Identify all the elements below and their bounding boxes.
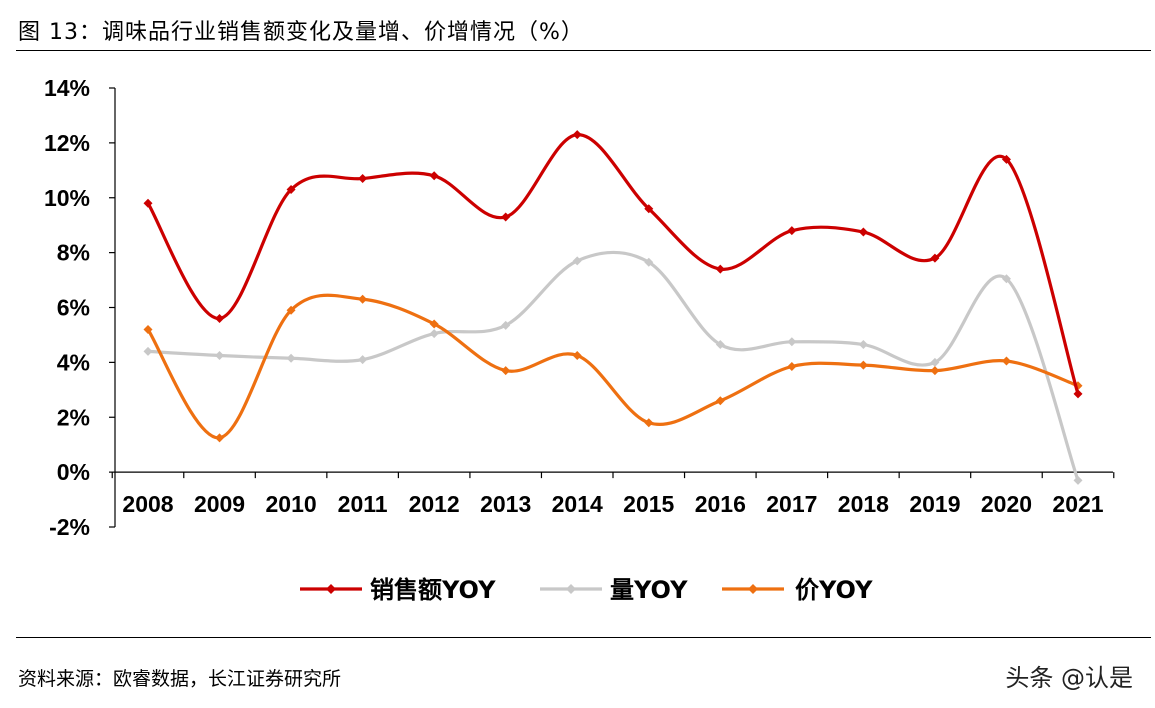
legend-item-price: 价YOY bbox=[722, 576, 873, 604]
x-tick-label: 2016 bbox=[695, 491, 746, 517]
data-point-price bbox=[501, 366, 511, 376]
data-point-volume bbox=[429, 329, 439, 339]
chart-axes: -2% 0% 2% 4% 6% 8% 10% 12% 14% 2008 2009 2010 2011 20… bbox=[44, 75, 1115, 540]
series-line-volume bbox=[147, 250, 1080, 481]
data-point-price bbox=[644, 418, 654, 428]
series-price bbox=[143, 293, 1083, 443]
legend-label: 量YOY bbox=[610, 576, 688, 604]
legend-label: 价YOY bbox=[795, 576, 873, 604]
data-point-price bbox=[286, 305, 296, 315]
data-point-volume bbox=[358, 355, 368, 365]
x-tick-label: 2008 bbox=[122, 491, 173, 517]
y-tick-label: 6% bbox=[57, 295, 90, 321]
series-line-sales bbox=[146, 133, 1080, 395]
series-line-price bbox=[146, 293, 1079, 440]
chart-series bbox=[143, 130, 1083, 485]
data-point-price bbox=[358, 294, 368, 304]
data-point-volume bbox=[644, 257, 654, 267]
data-point-sales bbox=[715, 264, 725, 274]
data-point-sales bbox=[358, 174, 368, 184]
data-point-price bbox=[572, 351, 582, 361]
data-point-price bbox=[429, 319, 439, 329]
data-point-sales bbox=[501, 212, 511, 222]
data-point-sales bbox=[429, 171, 439, 181]
chart-legend: 销售额YOY 量YOY 价YOY bbox=[300, 576, 873, 604]
data-point-price bbox=[215, 433, 225, 443]
x-tick-label: 2010 bbox=[265, 491, 316, 517]
data-point-volume bbox=[501, 320, 511, 330]
data-point-price bbox=[787, 361, 797, 371]
data-point-sales bbox=[1073, 389, 1083, 399]
data-point-sales bbox=[143, 198, 153, 208]
x-tick-label: 2015 bbox=[623, 491, 674, 517]
legend-swatch-marker bbox=[748, 584, 758, 594]
data-point-price bbox=[930, 366, 940, 376]
y-tick-label: 14% bbox=[44, 75, 90, 101]
data-point-sales bbox=[1001, 154, 1011, 164]
data-point-volume bbox=[1073, 475, 1083, 485]
data-point-volume bbox=[286, 353, 296, 363]
x-tick-label: 2013 bbox=[480, 491, 531, 517]
data-point-sales bbox=[787, 226, 797, 236]
source-note: 资料来源：欧睿数据，长江证券研究所 bbox=[18, 668, 342, 690]
legend-label: 销售额YOY bbox=[370, 576, 496, 604]
legend-swatch-marker bbox=[326, 584, 336, 594]
bottom-rule bbox=[16, 637, 1151, 638]
x-tick-label: 2012 bbox=[409, 491, 460, 517]
series-volume bbox=[143, 250, 1083, 485]
data-point-volume bbox=[930, 357, 940, 367]
x-tick-label: 2011 bbox=[338, 491, 388, 517]
series-sales bbox=[143, 130, 1083, 399]
data-point-sales bbox=[644, 204, 654, 214]
data-point-sales bbox=[930, 253, 940, 263]
x-tick-label: 2019 bbox=[909, 491, 960, 517]
data-point-volume bbox=[572, 256, 582, 266]
x-tick-label: 2018 bbox=[838, 491, 889, 517]
data-point-price bbox=[1001, 356, 1011, 366]
data-point-volume bbox=[143, 346, 153, 356]
y-tick-label: 2% bbox=[57, 404, 90, 430]
legend-swatch-marker bbox=[566, 584, 576, 594]
top-rule bbox=[16, 50, 1151, 51]
y-tick-label: -2% bbox=[49, 514, 90, 540]
data-point-volume bbox=[858, 340, 868, 350]
x-tick-label: 2017 bbox=[766, 491, 817, 517]
legend-item-volume: 量YOY bbox=[540, 576, 688, 604]
data-point-sales bbox=[286, 185, 296, 195]
y-tick-label: 10% bbox=[44, 185, 90, 211]
x-tick-label: 2014 bbox=[552, 491, 603, 517]
data-point-sales bbox=[572, 130, 582, 140]
data-point-sales bbox=[858, 227, 868, 237]
x-tick-label: 2021 bbox=[1052, 491, 1103, 517]
x-tick-label: 2020 bbox=[981, 491, 1032, 517]
y-tick-label: 12% bbox=[44, 130, 90, 156]
y-tick-label: 8% bbox=[57, 240, 90, 266]
x-tick-label: 2009 bbox=[194, 491, 245, 517]
y-tick-label: 4% bbox=[57, 349, 90, 375]
data-point-price bbox=[143, 324, 153, 334]
figure-title: 图 13：调味品行业销售额变化及量增、价增情况（%） bbox=[18, 20, 584, 45]
data-point-price bbox=[715, 396, 725, 406]
line-chart: -2% 0% 2% 4% 6% 8% 10% 12% 14% 2008 2009 2010 2011 20… bbox=[44, 75, 1115, 604]
legend-item-sales: 销售额YOY bbox=[300, 576, 496, 604]
watermark: 头条 @认是 bbox=[1005, 664, 1133, 692]
data-point-price bbox=[858, 360, 868, 370]
data-point-volume bbox=[787, 337, 797, 347]
data-point-sales bbox=[215, 313, 225, 323]
data-point-volume bbox=[215, 351, 225, 361]
data-point-volume bbox=[1001, 274, 1011, 284]
data-point-volume bbox=[715, 340, 725, 350]
y-tick-label: 0% bbox=[57, 459, 90, 485]
